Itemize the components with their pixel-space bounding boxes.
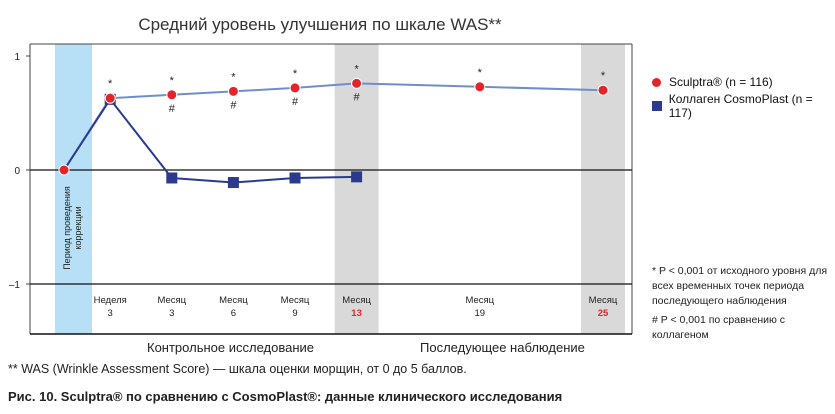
legend-label-sculptra: Sculptra® (n = 116)	[669, 75, 773, 89]
figure-caption: Рис. 10. Sculptra® по сравнению с CosmoP…	[8, 389, 563, 404]
legend-item-sculptra: Sculptra® (n = 116)	[652, 72, 835, 92]
data-point-sculptra	[104, 92, 116, 104]
x-tick-label-top: Месяц	[342, 295, 371, 306]
significance-star: *	[478, 67, 483, 79]
legend-circle-marker	[652, 77, 661, 87]
x-tick-label-top: Месяц	[465, 295, 494, 306]
significance-star: *	[108, 78, 113, 90]
x-tick-label-top: Неделя	[94, 295, 127, 306]
x-tick-label-bottom: 19	[475, 308, 486, 319]
significance-hash: #	[354, 91, 361, 103]
legend-item-collagen: Коллаген CosmoPlast (n = 117)	[652, 92, 835, 120]
x-tick-label-bottom: 25	[598, 308, 609, 319]
x-tick-label-bottom: 9	[292, 308, 297, 319]
significance-star: *	[293, 68, 298, 80]
significance-hash: #	[169, 103, 176, 115]
highlight-column	[334, 44, 379, 334]
correction-period-band	[55, 44, 92, 334]
x-tick-label-bottom: 3	[169, 308, 174, 319]
was-footnote: ** WAS (Wrinkle Assessment Score) — шкал…	[8, 362, 467, 376]
data-point-sculptra	[58, 164, 70, 176]
significance-hash: #	[292, 96, 299, 108]
data-point-collagen	[289, 172, 301, 184]
legend-square-marker	[652, 101, 662, 111]
x-tick-label-top: Месяц	[219, 295, 248, 306]
x-tick-label-top: Месяц	[589, 295, 618, 306]
data-point-collagen	[227, 177, 239, 189]
significance-notes: * P < 0,001 от исходного уровня для всех…	[652, 264, 832, 347]
significance-hash: #	[230, 99, 237, 111]
data-point-collagen	[351, 171, 363, 183]
data-point-sculptra	[166, 89, 178, 101]
data-point-sculptra	[227, 85, 239, 97]
significance-star: *	[231, 71, 236, 83]
data-point-sculptra	[351, 77, 363, 89]
series-line-sculptra	[63, 82, 604, 171]
data-point-sculptra	[474, 81, 486, 93]
phase-label-followup: Последующее наблюдение	[420, 340, 585, 355]
data-point-sculptra	[289, 82, 301, 94]
series-line-collagen	[63, 97, 357, 184]
x-tick-label-bottom: 3	[108, 308, 113, 319]
data-point-collagen	[166, 172, 178, 184]
chart-legend: Sculptra® (n = 116) Коллаген CosmoPlast …	[652, 72, 835, 120]
chart-title: Средний уровень улучшения по шкале WAS**	[138, 15, 502, 34]
x-tick-label-top: Месяц	[157, 295, 186, 306]
data-point-sculptra	[597, 84, 609, 96]
x-tick-label-top: Месяц	[281, 295, 310, 306]
y-tick-label: 1	[14, 52, 20, 63]
x-tick-label-bottom: 6	[231, 308, 236, 319]
hash-note: # P < 0,001 по сравнению с коллагеном	[652, 314, 786, 341]
correction-period-label: Период проведениякоррекции	[62, 186, 83, 270]
y-tick-label: –1	[9, 280, 21, 291]
significance-star: *	[170, 75, 175, 87]
legend-label-collagen: Коллаген CosmoPlast (n = 117)	[668, 92, 813, 120]
significance-star: *	[601, 70, 606, 82]
y-tick-label: 0	[14, 166, 20, 177]
significance-star: *	[354, 63, 359, 75]
star-note: * P < 0,001 от исходного уровня для всех…	[652, 265, 828, 307]
x-tick-label-bottom: 13	[351, 308, 362, 319]
phase-label-control: Контрольное исследование	[147, 340, 314, 355]
